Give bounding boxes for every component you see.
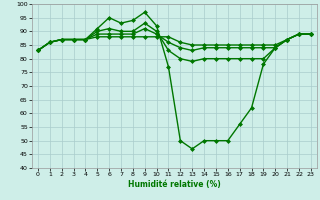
X-axis label: Humidité relative (%): Humidité relative (%) xyxy=(128,180,221,189)
